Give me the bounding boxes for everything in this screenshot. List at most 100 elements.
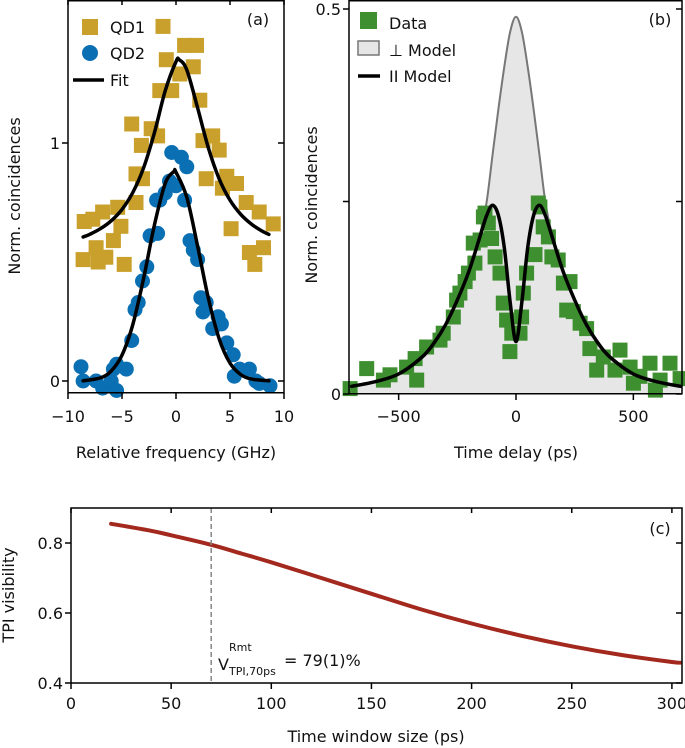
annotation-sup: Rmt bbox=[229, 641, 252, 654]
y-tick-label: 0.8 bbox=[38, 534, 63, 553]
data-point-qd2 bbox=[195, 304, 211, 320]
x-tick-label: 200 bbox=[456, 694, 487, 713]
panel-b-ylabel: Norm. coincidences bbox=[302, 126, 321, 283]
y-tick-label: 0.4 bbox=[38, 674, 63, 693]
x-tick-label: 0 bbox=[171, 407, 181, 426]
data-point-qd1 bbox=[265, 216, 281, 232]
data-point-qd2 bbox=[103, 373, 119, 389]
data-point-data bbox=[662, 355, 678, 371]
annotation-sub: TPI,70ps bbox=[228, 665, 276, 678]
data-point-qd1 bbox=[205, 128, 221, 144]
visibility-annotation: V Rmt TPI,70ps = 79(1)% bbox=[218, 641, 361, 678]
panel-c: 0 50 100 150 200 250 300 0.4 0.6 0.8 (c) V Rmt TP… bbox=[0, 507, 685, 746]
y-tick-label: 0 bbox=[331, 385, 341, 404]
panel-b-label: (b) bbox=[649, 10, 672, 29]
x-tick-label: 0 bbox=[66, 694, 76, 713]
data-point-qd1 bbox=[172, 66, 188, 82]
x-tick-label: −5 bbox=[110, 407, 134, 426]
data-point-qd1 bbox=[90, 254, 106, 270]
panel-b-legend: Data ⊥ Model II Model bbox=[357, 12, 456, 86]
data-point-qd2 bbox=[213, 316, 229, 332]
data-point-data bbox=[582, 341, 598, 357]
legend-qd2-label: QD2 bbox=[110, 44, 145, 63]
data-point-qd1 bbox=[128, 195, 144, 210]
data-point-data bbox=[495, 295, 511, 311]
legend-qd1-marker bbox=[82, 19, 98, 35]
panel-a-legend: QD1 QD2 Fit bbox=[73, 18, 145, 90]
panel-a-xlabel: Relative frequency (GHz) bbox=[76, 443, 276, 462]
perp-model-area bbox=[351, 16, 681, 394]
data-point-qd1 bbox=[238, 195, 254, 210]
x-tick-label: 5 bbox=[225, 407, 235, 426]
x-tick-label: 500 bbox=[618, 407, 649, 426]
panel-c-xlabel: Time window size (ps) bbox=[286, 727, 464, 746]
data-point-qd1 bbox=[185, 59, 201, 75]
fit-curve bbox=[81, 56, 271, 239]
panel-c-frame bbox=[70, 507, 683, 684]
data-point-data bbox=[527, 247, 543, 263]
x-tick-label: 300 bbox=[657, 694, 685, 713]
data-point-qd2 bbox=[118, 361, 134, 377]
data-point-qd1 bbox=[198, 171, 214, 187]
data-point-qd2 bbox=[179, 159, 195, 175]
data-point-data bbox=[589, 362, 605, 378]
data-point-data bbox=[642, 355, 658, 371]
x-tick-label: 50 bbox=[161, 694, 181, 713]
data-point-data bbox=[407, 351, 423, 367]
data-point-qd1 bbox=[241, 245, 257, 260]
data-point-qd2 bbox=[225, 347, 241, 363]
panel-a-label: (a) bbox=[247, 10, 269, 29]
par-model-curve bbox=[349, 203, 683, 389]
legend-par-model-label: II Model bbox=[389, 67, 452, 86]
data-point-qd1 bbox=[113, 218, 129, 234]
fit-curve bbox=[81, 167, 271, 383]
data-point-qd1 bbox=[189, 37, 204, 53]
y-tick-label: 0.5 bbox=[316, 0, 341, 19]
y-tick-label: 0.6 bbox=[38, 604, 63, 623]
data-point-data bbox=[487, 249, 503, 265]
panel-b-frame bbox=[348, 0, 683, 395]
x-tick-label: 0 bbox=[511, 407, 521, 426]
data-point-data bbox=[612, 342, 628, 358]
data-point-qd1 bbox=[177, 37, 193, 53]
visibility-curve bbox=[109, 521, 682, 665]
data-point-data bbox=[492, 265, 508, 281]
annotation-value: = 79(1)% bbox=[284, 651, 361, 670]
data-point-qd2 bbox=[241, 361, 257, 377]
data-point-data bbox=[502, 344, 518, 360]
data-point-qd1 bbox=[155, 18, 171, 34]
data-point-qd1 bbox=[211, 142, 227, 158]
data-point-qd1 bbox=[229, 176, 244, 191]
y-tick-label: 0 bbox=[50, 372, 60, 391]
legend-perp-model-marker bbox=[357, 40, 380, 56]
panel-b: −500 0 500 0 0.5 (b) Data ⊥ Model II Model T… bbox=[302, 0, 685, 462]
data-point-qd1 bbox=[116, 256, 132, 272]
data-point-qd1 bbox=[256, 240, 271, 256]
legend-qd1-label: QD1 bbox=[110, 18, 145, 37]
legend-data-label: Data bbox=[389, 14, 427, 33]
legend-perp-model-label: ⊥ Model bbox=[389, 41, 456, 60]
panel-a: −10 −5 0 5 10 0 1 (a) QD1 QD2 Fit Relative fre… bbox=[5, 0, 294, 462]
legend-fit-label: Fit bbox=[110, 71, 129, 90]
legend-data-marker bbox=[360, 12, 377, 29]
panel-a-ylabel: Norm. coincidences bbox=[5, 117, 24, 274]
x-tick-label: −500 bbox=[377, 407, 421, 426]
data-point-qd1 bbox=[75, 252, 91, 268]
data-point-data bbox=[484, 231, 500, 246]
x-tick-label: 150 bbox=[356, 694, 387, 713]
data-point-qd1 bbox=[223, 221, 239, 237]
annotation-base: V bbox=[218, 655, 229, 674]
x-tick-label: 100 bbox=[256, 694, 287, 713]
data-point-qd1 bbox=[124, 116, 140, 132]
data-point-qd1 bbox=[158, 52, 174, 68]
x-tick-label: 10 bbox=[274, 407, 294, 426]
data-point-qd1 bbox=[247, 256, 263, 272]
legend-qd2-marker bbox=[82, 45, 98, 61]
panel-c-ylabel: TPI visibility bbox=[0, 547, 18, 643]
panel-b-xlabel: Time delay (ps) bbox=[453, 443, 578, 462]
data-point-qd1 bbox=[85, 211, 101, 227]
x-tick-label: 250 bbox=[556, 694, 587, 713]
panel-c-label: (c) bbox=[649, 519, 670, 538]
y-tick-label: 1 bbox=[50, 134, 60, 153]
